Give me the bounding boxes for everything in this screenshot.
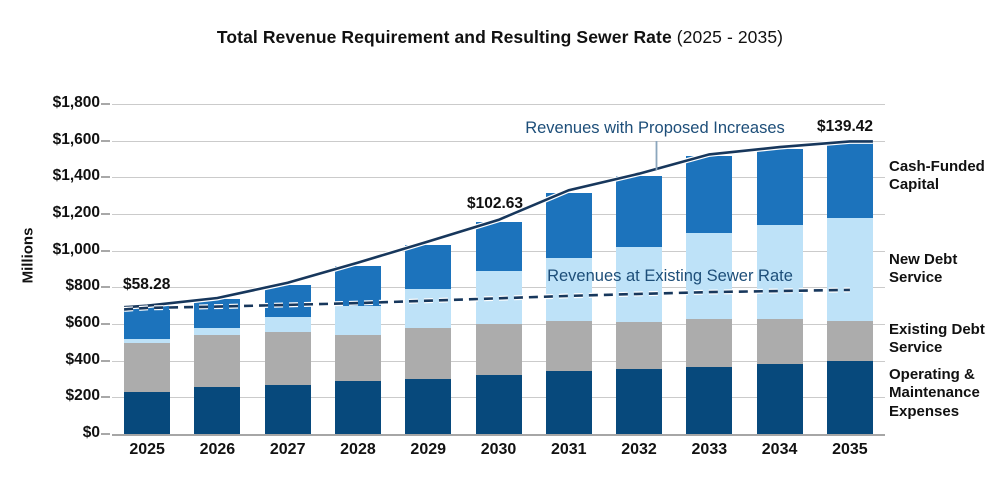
y-tick-1-400 (101, 176, 110, 179)
y-tick-label-0: $0 (82, 424, 100, 441)
bar-2028-existing-debt-service (334, 335, 381, 382)
bar-2033-operating-maintenance-expenses (686, 366, 733, 434)
bar-2031-existing-debt-service (545, 320, 592, 371)
x-axis-label-2029: 2029 (410, 441, 447, 458)
y-tick-1-200 (101, 213, 110, 215)
label-revenues-at-existing-sewer-rate: Revenues at Existing Sewer Rate (547, 267, 793, 285)
x-axis-label-2032: 2032 (621, 441, 657, 458)
bar-2035-operating-maintenance-expenses (826, 361, 873, 434)
x-axis-line (112, 433, 885, 436)
y-tick-label-1-600: $1,600 (52, 130, 100, 148)
x-axis-label-2031: 2031 (550, 441, 587, 458)
bar-2029-cash-funded-capital (405, 245, 452, 290)
bar-2035-cash-funded-capital (826, 142, 873, 218)
bar-2035-new-debt-service (826, 217, 873, 321)
y-tick-600 (101, 323, 110, 325)
x-axis-label-2025: 2025 (129, 441, 165, 458)
bar-2027-existing-debt-service (264, 331, 311, 386)
y-tick-800 (101, 286, 110, 289)
bar-2033-existing-debt-service (686, 319, 733, 367)
x-axis-label-2028: 2028 (340, 441, 376, 458)
bar-2025-cash-funded-capital (124, 304, 171, 340)
bar-2025-operating-maintenance-expenses (124, 391, 171, 434)
bar-2030-new-debt-service (475, 270, 522, 325)
gridline-1-600 (112, 140, 885, 142)
bar-2026-cash-funded-capital (194, 299, 241, 329)
bar-2034-operating-maintenance-expenses (756, 363, 803, 434)
bar-2028-new-debt-service (334, 306, 381, 335)
y-tick-label-1-200: $1,200 (52, 204, 100, 221)
legend-operating-maintenance-expenses: Operating & Maintenance Expenses (889, 366, 980, 420)
rate-annotation-2035: $139.42 (817, 118, 874, 135)
bar-2026-operating-maintenance-expenses (194, 387, 241, 434)
bar-2026-new-debt-service (194, 328, 241, 335)
label-revenues-with-proposed-increases: Revenues with Proposed Increases (525, 119, 785, 137)
gridline-1-800 (112, 104, 885, 105)
y-tick-1-800 (101, 103, 110, 105)
chart-title: Total Revenue Requirement and Resulting … (0, 27, 1000, 48)
bar-2027-new-debt-service (264, 316, 311, 332)
y-tick-label-1-400: $1,400 (52, 167, 100, 185)
bar-2032-existing-debt-service (616, 322, 663, 369)
bar-2031-cash-funded-capital (545, 192, 592, 259)
bar-2029-operating-maintenance-expenses (405, 379, 452, 434)
bar-2029-new-debt-service (405, 289, 452, 329)
bar-2034-cash-funded-capital (756, 148, 803, 225)
y-tick-label-200: $200 (65, 387, 100, 405)
rate-annotation-2030: $102.63 (467, 195, 524, 212)
x-axis-label-2034: 2034 (761, 441, 798, 458)
y-tick-label-800: $800 (65, 277, 100, 295)
x-axis-label-2030: 2030 (480, 441, 517, 458)
rate-annotation-2025: $58.28 (123, 276, 171, 293)
x-axis-label-2035: 2035 (832, 441, 868, 458)
y-tick-label-1-000: $1,000 (52, 240, 100, 258)
y-tick-1-000 (101, 249, 110, 252)
legend-cash-funded-capital: Cash-Funded Capital (889, 158, 985, 194)
chart-title-suffix: (2025 - 2035) (671, 27, 784, 47)
y-tick-label-600: $600 (65, 314, 100, 331)
x-axis-label-2026: 2026 (199, 441, 236, 458)
bar-2030-cash-funded-capital (475, 221, 522, 271)
legend-existing-debt-service: Existing Debt Service (889, 321, 985, 357)
y-tick-1-600 (101, 139, 110, 142)
bar-2027-cash-funded-capital (264, 284, 311, 317)
bar-2029-existing-debt-service (405, 328, 452, 380)
y-tick-400 (101, 359, 110, 362)
bar-2028-operating-maintenance-expenses (334, 381, 381, 434)
bar-2025-new-debt-service (124, 339, 171, 343)
bar-2026-existing-debt-service (194, 335, 241, 388)
legend-new-debt-service: New Debt Service (889, 251, 958, 287)
bar-2030-operating-maintenance-expenses (475, 375, 522, 434)
y-tick-0 (101, 433, 110, 435)
x-axis-label-2033: 2033 (691, 441, 728, 458)
bar-2028-cash-funded-capital (334, 266, 381, 307)
bar-2031-operating-maintenance-expenses (545, 370, 592, 434)
y-tick-label-400: $400 (65, 350, 100, 368)
y-tick-label-1-800: $1,800 (52, 94, 100, 111)
bar-2027-operating-maintenance-expenses (264, 385, 311, 434)
bar-2030-existing-debt-service (475, 324, 522, 376)
y-tick-200 (101, 396, 110, 399)
bar-2025-existing-debt-service (124, 342, 171, 392)
bar-2032-operating-maintenance-expenses (616, 368, 663, 434)
x-axis-label-2027: 2027 (269, 441, 306, 458)
chart-title-main: Total Revenue Requirement and Resulting … (216, 27, 672, 47)
bar-2035-existing-debt-service (826, 320, 873, 362)
bar-2034-existing-debt-service (756, 319, 803, 364)
bar-2033-cash-funded-capital (686, 156, 733, 233)
bar-2032-cash-funded-capital (616, 176, 663, 247)
